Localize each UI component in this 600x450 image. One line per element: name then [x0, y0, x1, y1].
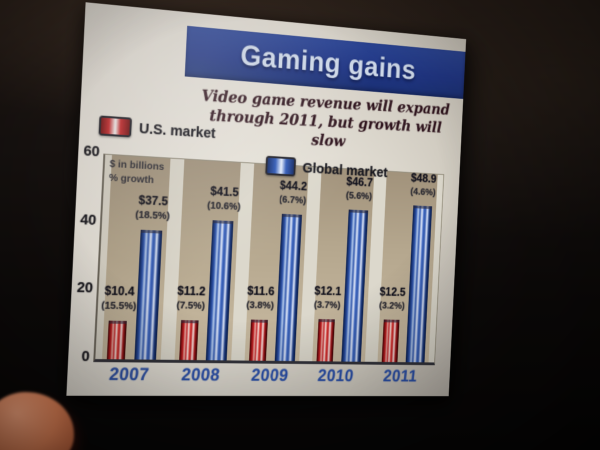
us-market-bar	[249, 319, 268, 361]
bar-value-label: $11.2	[177, 283, 206, 298]
bar-value-label: $12.5	[379, 285, 406, 299]
us-market-bar	[316, 319, 335, 362]
bar-growth-label: (7.5%)	[176, 299, 206, 312]
us-market-bar	[179, 319, 199, 361]
y-tick-label: 60	[83, 142, 101, 161]
us-market-legend-label: U.S. market	[138, 119, 216, 142]
us-market-bar	[381, 319, 400, 363]
x-tick-label: 2009	[249, 365, 290, 385]
axis-units-note: $ in billions % growth	[109, 158, 165, 188]
bar-value-label: $12.1	[314, 284, 342, 299]
bar-value-label: $10.4	[104, 284, 135, 299]
bar-value-label: $11.6	[246, 284, 275, 299]
y-tick-label: 40	[79, 210, 97, 229]
bar-growth-label: (3.2%)	[378, 300, 406, 312]
plot-area: $ in billions % growth $10.4 (15.5%) $37.5…	[93, 153, 445, 366]
presentation-slide: Gaming gains Video game revenue will exp…	[66, 2, 467, 397]
us-market-bar	[107, 320, 128, 360]
bar-growth-label: (3.8%)	[246, 299, 275, 312]
x-tick-label: 2011	[382, 366, 419, 386]
bar-growth-label: (3.7%)	[313, 299, 341, 312]
x-tick-label: 2008	[180, 364, 221, 385]
y-tick-label: 0	[81, 347, 91, 365]
revenue-bar-chart: 0 20 40 60 $ in billions % growth $10.4 (15.…	[76, 142, 445, 389]
x-tick-label: 2010	[317, 366, 356, 385]
global-market-legend-label: Global market	[302, 159, 389, 181]
slide-subtitle: Video game revenue will expand through 2…	[189, 85, 459, 156]
x-tick-label: 2007	[108, 364, 151, 385]
bar-value-label: $41.5	[210, 183, 240, 199]
us-market-swatch-icon	[98, 115, 132, 138]
bar-value-label: $37.5	[138, 193, 169, 209]
foreground-object	[0, 392, 74, 450]
global-market-swatch-icon	[265, 155, 297, 177]
bar-growth-label: (15.5%)	[100, 299, 137, 313]
slide-title: Gaming gains	[239, 39, 417, 86]
x-axis: 2007 2008 2009 2010 2011	[92, 362, 432, 389]
